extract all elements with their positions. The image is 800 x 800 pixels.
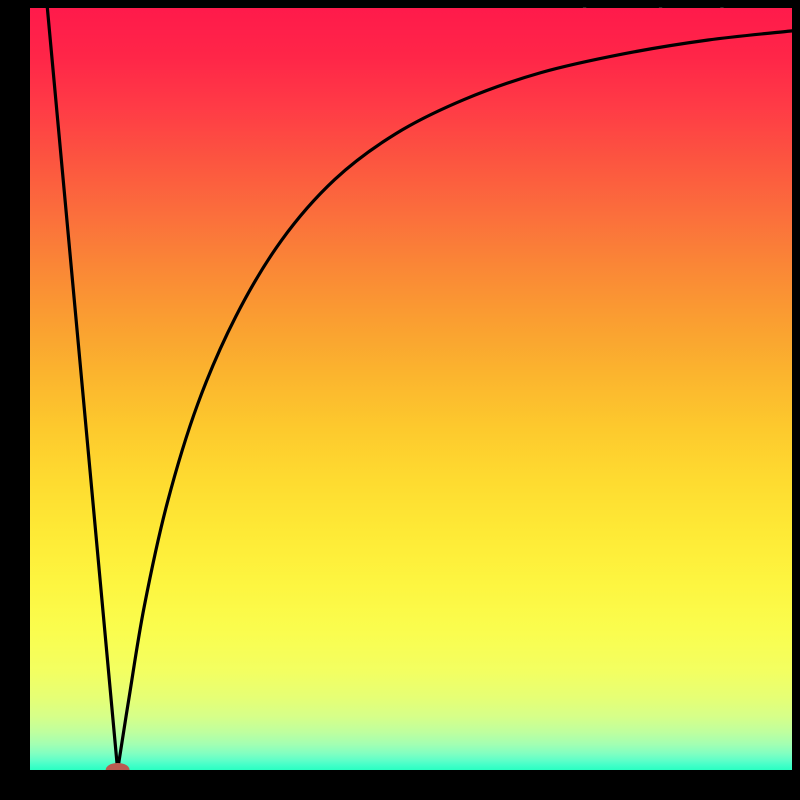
chart-background bbox=[30, 8, 792, 770]
chart-container: TheBottleneck.com bbox=[0, 0, 800, 800]
bottleneck-chart bbox=[30, 8, 792, 770]
